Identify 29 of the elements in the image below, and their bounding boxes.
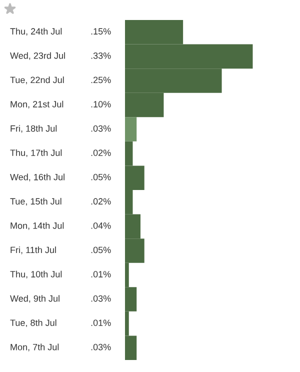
- y-tick-label: Tue, 15th Jul: [10, 198, 62, 206]
- y-tick-label: Tue, 22nd Jul: [10, 76, 64, 84]
- y-tick-label: Thu, 10th Jul: [10, 270, 62, 278]
- data-label: .01%: [91, 320, 111, 326]
- data-label: .01%: [91, 271, 111, 278]
- y-tick-label: Thu, 24th Jul: [10, 28, 62, 36]
- y-tick-label: Fri, 11th Jul: [10, 246, 56, 254]
- data-label: .15%: [91, 28, 111, 35]
- y-tick-label: Wed, 9th Jul: [10, 295, 60, 303]
- data-label: .03%: [91, 125, 111, 132]
- y-tick-label: Wed, 16th Jul: [10, 174, 64, 182]
- y-tick-label: Mon, 7th Jul: [10, 344, 59, 352]
- y-tick-label: Fri, 18th Jul: [10, 125, 57, 133]
- data-label: .10%: [91, 101, 111, 108]
- y-tick-label: Wed, 23rd Jul: [10, 52, 65, 60]
- data-label: .02%: [91, 150, 111, 156]
- bar: [125, 117, 137, 142]
- y-tick-label: Tue, 8th Jul: [10, 319, 56, 328]
- data-label: .03%: [91, 295, 111, 302]
- data-label: .05%: [91, 174, 111, 180]
- y-tick-label: Mon, 21st Jul: [10, 100, 64, 108]
- y-tick-label: Thu, 17th Jul: [10, 149, 62, 158]
- y-tick-label: Mon, 14th Jul: [10, 222, 64, 230]
- data-label: .02%: [91, 198, 111, 205]
- data-label: .03%: [91, 344, 111, 350]
- data-label: .05%: [91, 246, 111, 254]
- data-label: .33%: [91, 52, 111, 59]
- data-label: .04%: [91, 222, 111, 229]
- data-label: .25%: [91, 76, 111, 84]
